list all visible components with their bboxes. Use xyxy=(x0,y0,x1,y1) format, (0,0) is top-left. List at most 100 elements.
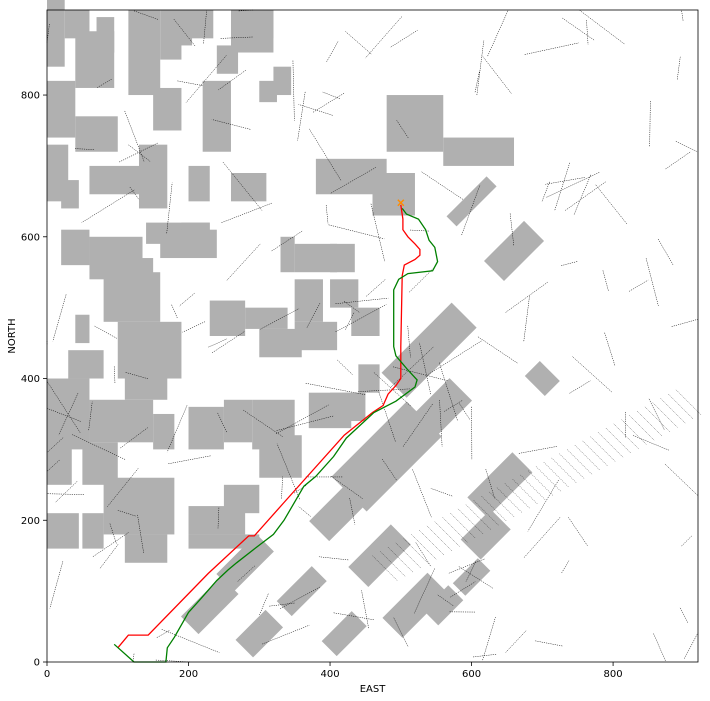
obstacle xyxy=(372,173,415,216)
voronoi-edge xyxy=(450,581,476,598)
obstacle-layer xyxy=(47,0,515,563)
voronoi-edge xyxy=(579,9,625,45)
diagonal-obstacle xyxy=(423,585,464,626)
voronoi-edge xyxy=(370,203,386,262)
diagonal-obstacle xyxy=(382,572,448,638)
diagonal-obstacle xyxy=(381,302,477,398)
voronoi-edge xyxy=(349,498,356,525)
obstacle xyxy=(47,513,79,549)
diagonal-obstacle xyxy=(235,609,284,658)
voronoi-edge xyxy=(573,174,591,216)
voronoi-edge xyxy=(220,202,272,224)
voronoi-edge xyxy=(328,224,385,240)
voronoi-edge xyxy=(97,78,113,88)
voronoi-edge xyxy=(226,243,261,281)
obstacle xyxy=(138,144,168,209)
voronoi-edge xyxy=(523,516,561,558)
voronoi-edge xyxy=(482,56,512,94)
voronoi-edge xyxy=(243,409,284,438)
voronoi-edge xyxy=(412,469,432,518)
voronoi-edge xyxy=(312,93,345,114)
voronoi-edge xyxy=(325,205,329,224)
obstacle xyxy=(75,314,90,344)
plot-frame xyxy=(46,9,699,663)
obstacle xyxy=(188,534,260,549)
obstacle xyxy=(330,243,355,273)
voronoi-edge xyxy=(645,258,659,307)
voronoi-edge xyxy=(545,177,585,185)
voronoi-edge xyxy=(390,346,434,388)
obstacle xyxy=(188,10,214,39)
voronoi-edge xyxy=(679,607,689,624)
voronoi-edge xyxy=(545,172,600,198)
voronoi-edge xyxy=(129,186,140,200)
voronoi-edge xyxy=(393,617,409,647)
obstacle xyxy=(294,279,323,322)
voronoi-edge xyxy=(554,162,571,211)
voronoi-edge xyxy=(392,366,448,381)
voronoi-edge xyxy=(262,624,310,645)
obstacle xyxy=(89,165,139,195)
x-tick-layer: 0 200 400 600 800 xyxy=(44,662,623,680)
y-tick-label: 600 xyxy=(21,232,40,243)
voronoi-edge xyxy=(409,268,434,293)
y-tick-label: 800 xyxy=(21,91,40,102)
obstacle xyxy=(259,435,302,478)
obstacle xyxy=(330,392,366,422)
voronoi-edge xyxy=(279,586,320,610)
voronoi-edge xyxy=(128,144,151,162)
voronoi-edge xyxy=(306,303,321,329)
voronoi-edge xyxy=(586,20,589,45)
obstacle xyxy=(330,279,359,308)
obstacle xyxy=(280,236,295,273)
voronoi-edge xyxy=(222,161,263,211)
voronoi-edge xyxy=(156,629,171,638)
start-marker xyxy=(397,199,405,207)
voronoi-edge xyxy=(322,91,340,99)
voronoi-edge xyxy=(439,400,443,447)
voronoi-edge xyxy=(52,294,67,342)
voronoi-edge xyxy=(217,412,227,433)
voronoi-edge xyxy=(259,593,269,615)
obstacle xyxy=(124,371,168,400)
diagonal-obstacle xyxy=(524,361,560,397)
voronoi-edge xyxy=(88,401,93,431)
diagonal-obstacle xyxy=(321,611,367,657)
obstacle xyxy=(153,87,182,131)
voronoi-edge xyxy=(166,182,173,234)
voronoi-edge xyxy=(524,42,579,55)
voronoi-edge xyxy=(281,476,283,499)
obstacle xyxy=(68,350,104,379)
voronoi-edge xyxy=(345,31,372,55)
voronoi-edge xyxy=(485,469,496,499)
voronoi-edge xyxy=(665,151,691,170)
obstacle xyxy=(47,0,65,67)
voronoi-edge xyxy=(477,336,518,364)
voronoi-edge xyxy=(118,142,158,163)
voronoi-edge xyxy=(671,319,699,327)
voronoi-edge xyxy=(594,183,628,225)
voronoi-edge xyxy=(365,16,403,59)
voronoi-edge xyxy=(203,9,207,44)
voronoi-edge xyxy=(602,269,609,291)
voronoi-edge xyxy=(208,338,228,348)
voronoi-edge xyxy=(396,120,409,139)
voronoi-edge xyxy=(92,532,129,557)
voronoi-edge xyxy=(46,437,64,453)
voronoi-edge xyxy=(260,308,300,330)
diagonal-obstacle xyxy=(467,452,533,518)
voronoi-edge xyxy=(527,479,559,532)
voronoi-edge xyxy=(438,361,458,421)
obstacle xyxy=(103,272,161,322)
voronoi-edge xyxy=(465,561,477,582)
obstacle xyxy=(47,442,72,485)
voronoi-edge xyxy=(604,332,616,367)
voronoi-edge xyxy=(117,510,136,517)
obstacle xyxy=(181,222,210,237)
x-tick-label: 0 xyxy=(44,669,50,680)
voronoi-edge xyxy=(407,325,411,358)
voronoi-edge xyxy=(565,181,607,211)
voronoi-edge xyxy=(55,480,78,503)
voronoi-edge xyxy=(46,493,84,495)
